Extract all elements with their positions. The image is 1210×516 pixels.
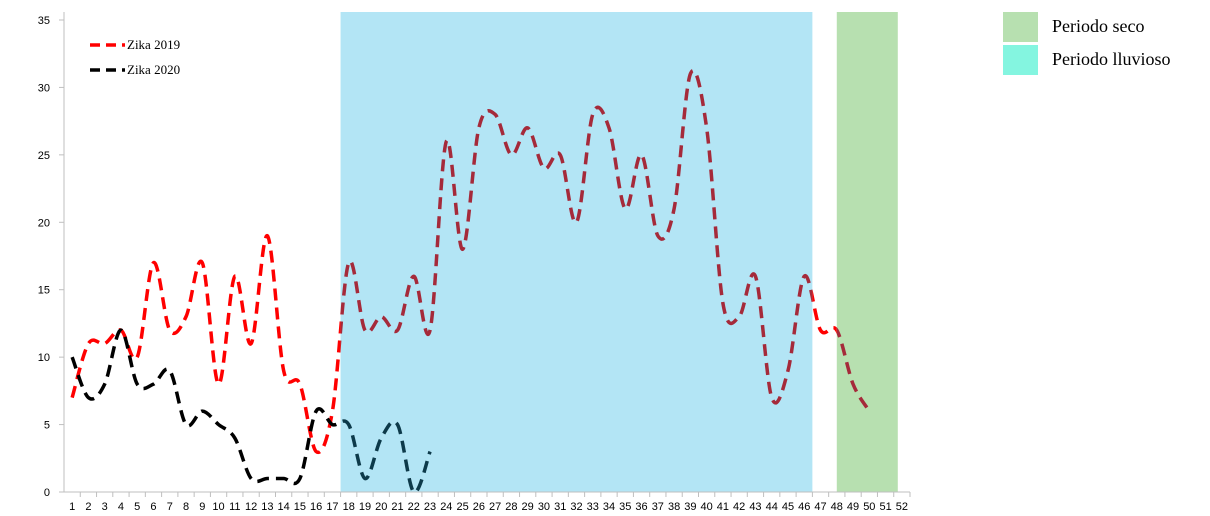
x-tick-label: 36	[635, 501, 647, 513]
y-tick-label: 30	[38, 82, 50, 94]
x-tick-label: 42	[733, 501, 745, 513]
rainy-period-swatch	[1003, 44, 1038, 75]
x-tick-label: 46	[798, 501, 810, 513]
y-tick-label: 15	[38, 285, 50, 297]
period-legend-item-dry: Periodo seco	[1003, 10, 1171, 43]
period-band-dry	[836, 12, 898, 492]
y-tick-label: 20	[38, 217, 50, 229]
x-tick-label: 1	[69, 501, 75, 513]
x-tick-label: 8	[183, 501, 189, 513]
x-tick-label: 11	[229, 501, 240, 513]
x-tick-label: 3	[102, 501, 108, 513]
x-tick-label: 7	[167, 501, 173, 513]
x-tick-label: 25	[456, 501, 468, 513]
rainy-period-label: Periodo lluvioso	[1052, 49, 1171, 69]
x-tick-label: 34	[603, 501, 615, 513]
x-tick-label: 45	[782, 501, 794, 513]
legend-label-zika-2019: Zika 2019	[127, 37, 180, 52]
x-tick-label: 47	[814, 501, 826, 513]
y-tick-label: 5	[44, 420, 50, 432]
period-legend-item-rainy: Periodo lluvioso	[1003, 43, 1171, 76]
series-line-zika-2020	[70, 328, 432, 494]
data-point-zika-2020	[169, 369, 171, 371]
x-tick-label: 15	[294, 501, 306, 513]
x-tick-label: 37	[652, 501, 664, 513]
period-band-rainy	[340, 12, 813, 492]
dry-period-swatch	[1003, 11, 1038, 42]
data-point-zika-2020	[185, 423, 187, 425]
x-tick-label: 44	[766, 501, 778, 513]
y-tick-label: 10	[38, 352, 50, 364]
x-tick-label: 16	[310, 501, 322, 513]
x-tick-label: 2	[85, 501, 91, 513]
x-tick-label: 19	[359, 501, 371, 513]
y-tick-label: 25	[38, 150, 50, 162]
x-tick-label: 18	[343, 501, 355, 513]
x-tick-label: 28	[505, 501, 517, 513]
x-tick-label: 29	[522, 501, 534, 513]
x-tick-label: 6	[150, 501, 156, 513]
data-point-zika-2019	[169, 329, 171, 331]
x-tick-label: 41	[717, 501, 729, 513]
y-tick-label: 35	[38, 15, 50, 27]
data-point-zika-2019	[331, 410, 333, 412]
x-tick-label: 38	[668, 501, 680, 513]
x-tick-label: 33	[587, 501, 599, 513]
x-tick-label: 49	[847, 501, 859, 513]
x-tick-label: 12	[245, 501, 257, 513]
dry-period-label: Periodo seco	[1052, 16, 1145, 36]
data-point-zika-2019	[217, 383, 219, 385]
x-tick-label: 14	[278, 501, 290, 513]
x-tick-label: 51	[879, 501, 891, 513]
x-tick-label: 9	[199, 501, 205, 513]
y-tick-label: 0	[44, 487, 50, 499]
period-legend: Periodo seco Periodo lluvioso	[1003, 10, 1171, 76]
x-tick-label: 32	[570, 501, 582, 513]
x-tick-label: 27	[489, 501, 501, 513]
x-tick-label: 50	[863, 501, 875, 513]
series-line-zika-2019-shaded	[340, 68, 871, 455]
x-tick-label: 30	[538, 501, 550, 513]
x-tick-label: 5	[134, 501, 140, 513]
x-tick-label: 43	[749, 501, 761, 513]
x-tick-label: 22	[408, 501, 420, 513]
legend-label-zika-2020: Zika 2020	[127, 62, 180, 77]
x-tick-label: 10	[212, 501, 224, 513]
x-tick-label: 40	[701, 501, 713, 513]
x-tick-label: 23	[424, 501, 436, 513]
x-tick-label: 39	[684, 501, 696, 513]
x-tick-label: 20	[375, 501, 387, 513]
x-tick-label: 17	[326, 501, 338, 513]
x-tick-label: 35	[619, 501, 631, 513]
x-tick-label: 21	[391, 501, 403, 513]
x-tick-label: 24	[440, 501, 452, 513]
x-tick-label: 52	[896, 501, 908, 513]
x-tick-label: 4	[118, 501, 124, 513]
x-tick-label: 48	[831, 501, 843, 513]
x-tick-label: 26	[473, 501, 485, 513]
x-tick-label: 13	[261, 501, 273, 513]
x-tick-label: 31	[554, 501, 566, 513]
data-point-zika-2019	[299, 383, 301, 385]
